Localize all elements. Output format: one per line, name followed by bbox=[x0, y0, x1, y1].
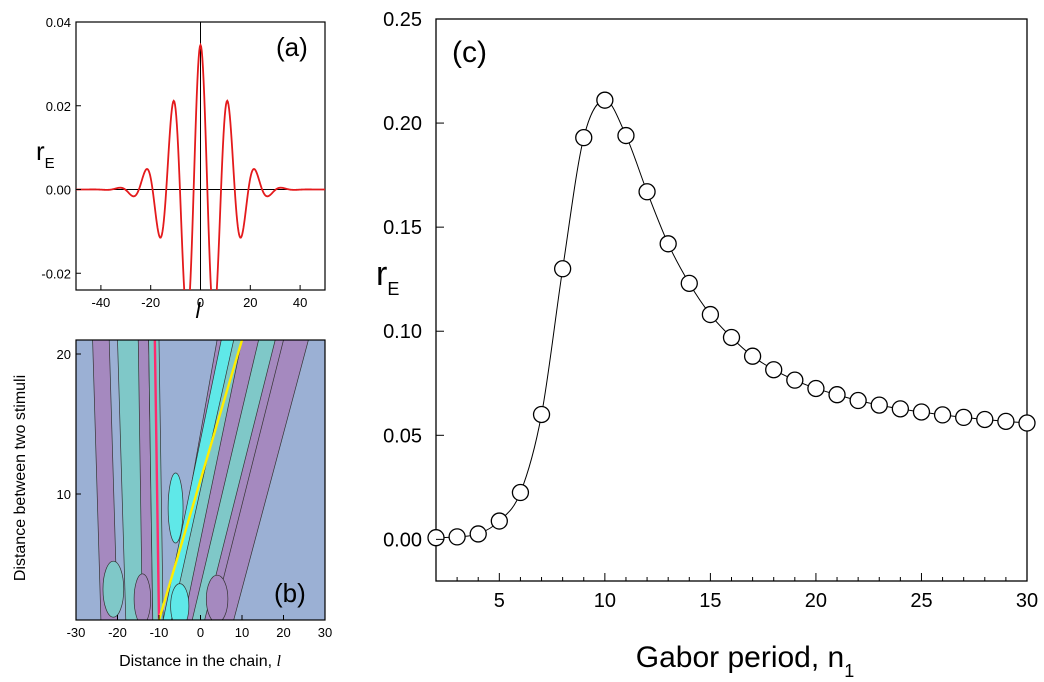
data-point bbox=[912, 403, 931, 421]
panel-c-xtick-label: 10 bbox=[594, 590, 616, 612]
data-point bbox=[722, 328, 741, 347]
data-point bbox=[448, 528, 466, 546]
data-point bbox=[469, 525, 487, 543]
contour-band bbox=[92, 340, 118, 620]
data-point bbox=[997, 412, 1015, 431]
data-point bbox=[617, 126, 635, 145]
panel-a-curve bbox=[76, 42, 325, 290]
panel-b-xtick-label: 10 bbox=[235, 625, 249, 640]
data-point bbox=[575, 128, 593, 147]
panel-c-xtick-label: 20 bbox=[805, 590, 827, 612]
panel-a-ytick-label: 0.04 bbox=[46, 15, 71, 30]
data-point bbox=[765, 361, 783, 379]
contour-blob bbox=[205, 574, 229, 620]
panel-c-ytick-label: 0.10 bbox=[383, 321, 422, 343]
panel-c-tag: (c) bbox=[452, 36, 487, 69]
panel-c-xlabel-main: Gabor period, n bbox=[636, 641, 844, 674]
data-point bbox=[807, 379, 825, 398]
contour-band bbox=[212, 340, 309, 620]
data-point bbox=[659, 235, 677, 253]
data-point bbox=[680, 274, 698, 292]
panel-c-ytick-label: 0.25 bbox=[383, 9, 422, 31]
panel-b-ylabel: Distance between two stimuli bbox=[12, 375, 29, 581]
data-point bbox=[955, 408, 973, 427]
panel-b-xtick-label: 0 bbox=[197, 625, 204, 640]
panel-b-ytick-label: 20 bbox=[57, 347, 71, 362]
panel-c-xtick-label: 25 bbox=[910, 590, 932, 612]
panel-b-xlabel: Distance in the chain, l bbox=[119, 653, 281, 670]
panel-a-ytick-label: 0.00 bbox=[46, 183, 71, 198]
panel-a-xtick-label: 40 bbox=[293, 295, 307, 310]
data-point bbox=[933, 406, 952, 424]
data-point bbox=[976, 410, 994, 429]
panel-c-xlabel-sub: 1 bbox=[844, 661, 854, 681]
panel-b-xtick-label: -30 bbox=[67, 625, 86, 640]
panel-b-ytick-label: 10 bbox=[57, 487, 71, 502]
panel-a: -40 -20 0 20 40 0.04 0.02 0.00 -0.02 (a) rE l bbox=[36, 15, 326, 323]
yellow-overlay-line bbox=[157, 340, 244, 620]
data-point bbox=[490, 512, 508, 530]
panel-b: -30 -20 -10 0 10 20 30 20 10 (b) Distance in the… bbox=[12, 339, 332, 670]
panel-a-ylabel-main: r bbox=[36, 136, 45, 166]
data-point bbox=[511, 483, 530, 502]
panel-c-ylabel-main: r bbox=[376, 255, 387, 293]
panel-b-tag: (b) bbox=[274, 578, 306, 608]
panel-c-xlabel: Gabor period, n1 bbox=[636, 641, 854, 681]
data-point bbox=[701, 305, 720, 324]
contour-blob bbox=[102, 560, 125, 618]
panel-c-ytick-label: 0.00 bbox=[383, 529, 422, 551]
data-point bbox=[638, 183, 656, 201]
red-overlay-line bbox=[153, 340, 161, 620]
data-point bbox=[828, 386, 846, 404]
data-point bbox=[596, 91, 614, 109]
contour-blob bbox=[167, 472, 184, 544]
data-point bbox=[743, 347, 762, 365]
data-point bbox=[532, 405, 551, 424]
panel-c: 5 10 15 20 25 300.000.050.100.150.200.25 (c) … bbox=[376, 9, 1038, 681]
panel-a-xtick-label: 0 bbox=[197, 295, 204, 310]
panel-c-xtick-label: 30 bbox=[1016, 590, 1038, 612]
panel-b-xlabel-var: l bbox=[276, 653, 281, 670]
data-point bbox=[427, 529, 445, 547]
data-point bbox=[891, 400, 910, 418]
contour-band bbox=[137, 340, 154, 620]
panel-c-xtick-label: 5 bbox=[494, 590, 505, 612]
panel-c-frame bbox=[435, 18, 1028, 582]
contour-blob bbox=[170, 583, 190, 620]
panel-a-xtick-label: -20 bbox=[141, 295, 160, 310]
panel-a-xtick-label: 20 bbox=[243, 295, 257, 310]
panel-c-ylabel: rE bbox=[376, 255, 399, 299]
data-point bbox=[870, 396, 888, 414]
panel-a-ylabel-sub: E bbox=[45, 155, 55, 172]
panel-c-ytick-label: 0.05 bbox=[383, 425, 422, 447]
data-point bbox=[1018, 414, 1036, 432]
panel-b-contour bbox=[76, 340, 325, 620]
panel-a-xtick-label: -40 bbox=[92, 295, 111, 310]
panel-b-xtick-label: -10 bbox=[150, 625, 169, 640]
panel-c-xtick-label: 15 bbox=[699, 590, 721, 612]
panel-b-xtick-label: 20 bbox=[276, 625, 290, 640]
panel-a-ytick-label: -0.02 bbox=[41, 266, 71, 281]
contour-blob bbox=[133, 573, 152, 620]
panel-c-ytick-label: 0.20 bbox=[383, 113, 422, 135]
data-point bbox=[786, 371, 804, 389]
panel-a-tag: (a) bbox=[276, 32, 308, 62]
panel-b-xlabel-main: Distance in the chain, bbox=[119, 653, 276, 670]
panel-c-ylabel-sub: E bbox=[387, 279, 399, 299]
data-point bbox=[553, 260, 572, 278]
panel-a-xlabel: l bbox=[196, 298, 202, 323]
panel-b-xtick-label: -20 bbox=[108, 625, 127, 640]
data-point bbox=[849, 391, 867, 410]
panel-a-ylabel: rE bbox=[36, 136, 55, 172]
panel-b-xtick-label: 30 bbox=[318, 625, 332, 640]
panel-a-ytick-label: 0.02 bbox=[46, 99, 71, 114]
panel-c-ytick-label: 0.15 bbox=[383, 217, 422, 239]
